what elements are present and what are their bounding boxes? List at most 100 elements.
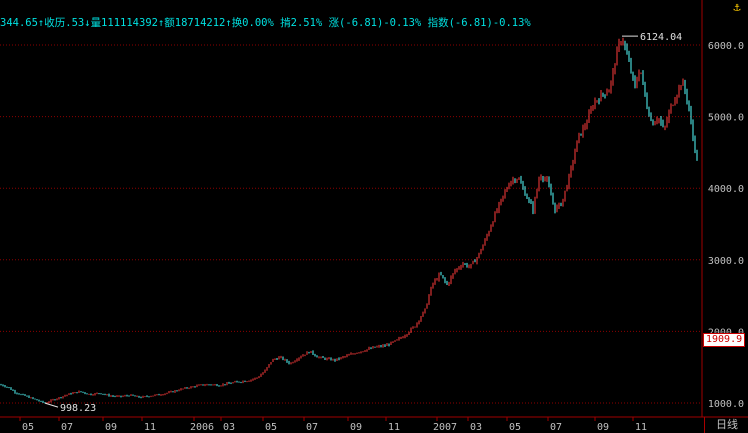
candle-body (230, 383, 232, 385)
quote-info-bar: 344.65↑收历.53↓量111114392↑额18714212↑换0.00%… (0, 15, 700, 31)
candle-body (94, 393, 96, 395)
candle-body (64, 395, 66, 397)
candle-body (242, 381, 244, 383)
candle-body (62, 396, 64, 398)
candle-body (306, 352, 308, 355)
candle-body (672, 105, 674, 107)
candle-body (126, 395, 128, 397)
candle-body (328, 358, 330, 360)
candle-body (330, 358, 332, 361)
candle-body (614, 65, 616, 71)
candle-body (174, 390, 176, 393)
candle-body (514, 179, 516, 182)
candle-body (628, 54, 630, 62)
candle-body (436, 279, 438, 281)
candle-body (594, 101, 596, 108)
y-tick-label: 4000.0 (708, 184, 744, 195)
candle-body (398, 338, 400, 340)
candle-body (476, 257, 478, 263)
candle-body (224, 384, 226, 386)
candle-body (240, 382, 242, 384)
candle-body (48, 401, 50, 403)
candle-body (430, 287, 432, 296)
low-label: 998.23 (60, 403, 96, 414)
candle-body (110, 395, 112, 397)
candle-body (26, 395, 28, 397)
low-marker-line (44, 402, 59, 408)
candle-body (146, 396, 148, 398)
candle-body (568, 174, 570, 187)
x-tick-label: 11 (388, 422, 400, 433)
candle-body (276, 358, 278, 360)
candle-body (660, 118, 662, 124)
candle-body (216, 384, 218, 386)
candle-body (368, 348, 370, 350)
candle-body (250, 379, 252, 381)
candle-body (132, 394, 134, 396)
candle-body (98, 393, 100, 395)
candle-body (442, 275, 444, 278)
candle-body (74, 392, 76, 394)
x-tick-label: 09 (350, 422, 362, 433)
candle-body (664, 126, 666, 128)
candle-body (162, 394, 164, 396)
candle-body (106, 394, 108, 396)
candle-body (580, 133, 582, 136)
candle-body (246, 381, 248, 383)
candle-body (622, 41, 624, 43)
candle-body (570, 167, 572, 175)
candle-body (632, 72, 634, 77)
candle-body (6, 386, 8, 388)
timeframe-button[interactable]: 日线 (704, 417, 748, 433)
candle-body (344, 356, 346, 358)
candle-body (28, 396, 30, 398)
candle-body (464, 263, 466, 265)
anchor-icon[interactable]: ⚓ (733, 0, 741, 14)
candle-body (56, 398, 58, 400)
candle-body (252, 379, 254, 381)
candle-body (270, 362, 272, 365)
candle-body (248, 380, 250, 382)
amplitude-value: 掯2.51% (280, 17, 323, 29)
candle-body (32, 397, 34, 399)
candle-body (234, 381, 236, 383)
candle-body (124, 395, 126, 397)
candle-body (670, 105, 672, 112)
candle-body (190, 386, 192, 389)
candle-body (342, 356, 344, 358)
candle-body (490, 225, 492, 232)
candle-body (78, 391, 80, 393)
candle-body (44, 402, 46, 404)
candle-body (256, 377, 258, 379)
candle-body (218, 385, 220, 387)
candle-body (694, 138, 696, 152)
turnover-value: 换0.00% (231, 17, 274, 29)
candle-body (372, 346, 374, 349)
x-tick-label: 05 (509, 422, 521, 433)
candle-body (554, 202, 556, 212)
candle-body (180, 388, 182, 391)
candle-body (12, 389, 14, 391)
candle-body (452, 273, 454, 277)
candle-body (322, 356, 324, 358)
candle-body (406, 334, 408, 336)
candle-body (354, 353, 356, 355)
candle-body (538, 179, 540, 190)
candle-body (402, 337, 404, 339)
candle-body (264, 370, 266, 373)
candle-body (198, 384, 200, 386)
candle-body (466, 263, 468, 267)
candle-body (564, 190, 566, 199)
candle-body (492, 221, 494, 226)
candle-body (308, 352, 310, 354)
candle-body (676, 95, 678, 101)
candle-body (404, 335, 406, 338)
candle-body (114, 396, 116, 398)
candle-body (414, 326, 416, 328)
candle-body (76, 392, 78, 394)
candle-body (666, 120, 668, 127)
y-tick-label: 5000.0 (708, 113, 744, 124)
candle-body (468, 266, 470, 268)
